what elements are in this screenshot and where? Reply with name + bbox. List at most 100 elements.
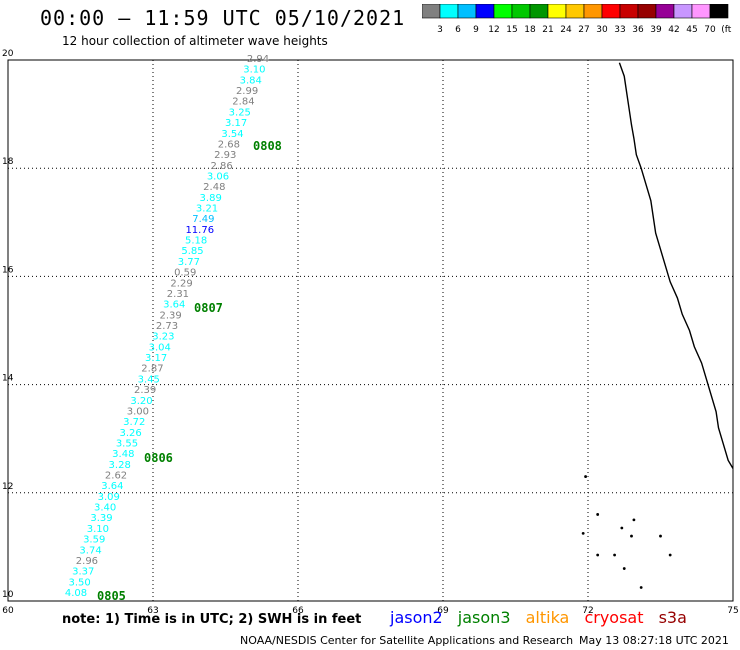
satellite-cryosat: cryosat: [584, 608, 644, 627]
swh-value-label: 3.64: [163, 300, 185, 311]
page-subtitle: 12 hour collection of altimeter wave hei…: [62, 34, 328, 48]
lat-tick-label: 10: [2, 590, 14, 600]
color-scale-label: 24: [560, 25, 572, 35]
time-label: 0805: [97, 589, 126, 603]
island: [581, 531, 585, 535]
swh-value-label: 3.48: [112, 449, 134, 460]
lon-tick-label: 63: [147, 606, 158, 616]
island: [630, 534, 633, 538]
swh-value-label: 3.89: [200, 193, 222, 204]
swh-value-label: 3.09: [98, 492, 120, 503]
swh-value-label: 2.68: [218, 139, 240, 150]
island: [622, 567, 626, 570]
time-label: 0807: [194, 301, 223, 315]
island: [659, 534, 662, 538]
swh-value-label: 3.20: [130, 396, 152, 407]
satellite-jason2: jason2: [390, 608, 443, 627]
swh-value-label: 3.00: [127, 406, 149, 417]
swh-value-label: 2.99: [236, 86, 258, 97]
color-scale-label: 33: [614, 25, 625, 35]
coastline: [618, 62, 734, 469]
swh-value-label: 3.59: [83, 535, 105, 546]
swh-value-label: 3.10: [87, 524, 109, 535]
island: [584, 475, 587, 478]
color-scale-label: 3: [437, 25, 443, 35]
swh-value-label: 2.93: [214, 150, 236, 161]
swh-value-label: 3.17: [145, 353, 167, 364]
lon-tick-label: 72: [582, 606, 593, 616]
island: [668, 553, 672, 557]
units-note: note: 1) Time is in UTC; 2) SWH is in fe…: [62, 612, 362, 627]
time-label: 0806: [144, 451, 173, 465]
swh-value-label: 3.54: [221, 129, 243, 140]
color-scale-label: 39: [650, 25, 662, 35]
swh-value-label: 3.74: [79, 545, 101, 556]
lon-tick-label: 69: [437, 606, 449, 616]
swh-value-label: 4.08: [65, 588, 87, 599]
color-scale-label: 9: [473, 25, 479, 35]
swh-value-label: 3.55: [116, 438, 138, 449]
swh-value-label: 3.23: [152, 332, 174, 343]
swh-value-label: 3.77: [178, 257, 200, 268]
time-label: 0808: [253, 139, 282, 153]
swh-value-label: 3.25: [229, 107, 251, 118]
island: [639, 586, 643, 589]
lat-tick-label: 18: [2, 157, 14, 167]
satellite-altika: altika: [525, 608, 570, 627]
color-scale-label: (ft): [721, 25, 732, 35]
lon-tick-label: 66: [292, 606, 304, 616]
color-scale-label: 15: [506, 25, 517, 35]
swh-value-label: 2.29: [170, 278, 192, 289]
swh-value-label: 2.96: [76, 556, 98, 567]
swh-value-label: 3.37: [72, 567, 94, 578]
swh-value-label: 3.06: [207, 171, 229, 182]
swh-value-label: 2.48: [203, 182, 225, 193]
swh-value-label: 3.50: [69, 577, 91, 588]
swh-value-label: 2.86: [210, 161, 232, 172]
page-title: 00:00 – 11:59 UTC 05/10/2021: [40, 6, 406, 30]
swh-value-label: 0.59: [174, 268, 196, 279]
swh-value-label: 2.31: [167, 289, 189, 300]
lat-tick-label: 16: [2, 265, 14, 275]
swh-value-label: 3.28: [109, 460, 131, 471]
swh-value-label: 11.76: [185, 225, 214, 236]
color-scale-label: 12: [488, 25, 499, 35]
color-scale-label: 30: [596, 25, 608, 35]
swh-value-label: 2.39: [134, 385, 156, 396]
swh-value-label: 2.84: [232, 97, 254, 108]
map-frame: [7, 59, 734, 602]
island: [596, 513, 600, 516]
swh-value-label: 3.64: [101, 481, 123, 492]
swh-value-label: 5.18: [185, 236, 207, 247]
satellite-s3a: s3a: [658, 608, 687, 627]
color-scale-label: 18: [524, 25, 536, 35]
swh-value-label: 3.84: [240, 75, 262, 86]
lon-tick-label: 75: [727, 606, 738, 616]
satellite-jason3: jason3: [457, 608, 511, 627]
island: [613, 553, 616, 557]
island: [632, 518, 636, 522]
swh-value-label: 2.94: [247, 54, 269, 65]
color-scale-label: 6: [455, 25, 461, 35]
color-scale-label: 70: [704, 25, 716, 35]
credit-line: NOAA/NESDIS Center for Satellite Applica…: [240, 634, 574, 647]
lon-tick-label: 60: [2, 606, 14, 616]
island: [620, 526, 624, 530]
swh-value-label: 3.40: [94, 503, 116, 514]
swh-value-label: 3.72: [123, 417, 145, 428]
color-swatch: [709, 4, 729, 19]
island: [596, 553, 600, 557]
swh-value-label: 3.21: [196, 204, 218, 215]
swh-value-label: 3.10: [243, 65, 265, 76]
lat-tick-label: 20: [2, 49, 14, 59]
swh-value-label: 2.87: [141, 364, 163, 375]
color-scale-label: 36: [632, 25, 644, 35]
swh-value-label: 2.62: [105, 471, 127, 482]
satellite-legend: jason2 jason3 altika cryosat s3a: [390, 608, 687, 627]
color-scale-label: 45: [686, 25, 697, 35]
swh-value-label: 2.73: [156, 321, 178, 332]
generation-timestamp: May 13 08:27:18 UTC 2021: [579, 634, 729, 647]
swh-value-label: 3.04: [149, 342, 171, 353]
